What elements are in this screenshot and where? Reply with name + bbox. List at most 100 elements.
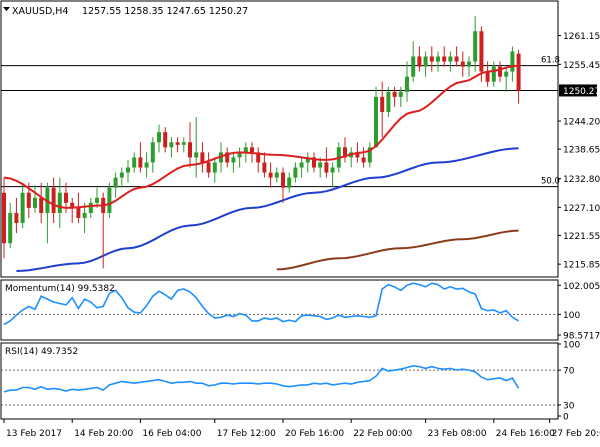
candle-body (398, 91, 403, 97)
momentum-y-tick-label: 100 (563, 311, 580, 321)
candle-body (70, 202, 75, 208)
candle-body (274, 172, 279, 178)
ohlc-label: 1257.55 1258.35 1247.65 1250.27 (82, 6, 248, 17)
candle-body (256, 152, 261, 163)
x-tick-label: 17 Feb 12:00 (217, 429, 276, 439)
x-tick-label: 27 Feb 20:00 (552, 429, 600, 439)
candle-body (448, 56, 453, 62)
candle-body (405, 76, 409, 92)
candle-body (287, 177, 292, 188)
candle-body (361, 157, 366, 163)
sma200-line (276, 229, 519, 271)
time-axis: 13 Feb 2017 14 Feb 20:00 16 Feb 04:00 17 Fe… (3, 419, 600, 439)
current-price-box (559, 84, 597, 97)
candle-body (107, 187, 112, 213)
candle-body (88, 202, 93, 213)
candle-body (157, 132, 161, 143)
candle-body (504, 71, 509, 77)
candle-body (138, 157, 143, 168)
y-tick-label: 1244.20 (563, 118, 600, 128)
y-tick-label: 1261.15 (563, 32, 600, 42)
candle-body (237, 152, 242, 158)
rsi-line (3, 364, 520, 393)
candle-body (175, 142, 180, 145)
candle-body (163, 132, 168, 148)
candle-body (250, 147, 254, 153)
candle-body (268, 172, 273, 178)
x-tick-label: 13 Feb 2017 (6, 429, 62, 439)
candle-body (491, 66, 496, 82)
momentum-y-tick-label: 98.5717 (563, 332, 600, 342)
candle-body (516, 53, 521, 91)
rsi-layer: 100 70 30 0 (1, 341, 580, 423)
candle-body (64, 192, 68, 203)
symbol-label: XAUUSD,H4 (12, 6, 68, 17)
x-tick-label: 24 Feb 16:00 (496, 429, 555, 439)
candle-body (200, 152, 205, 163)
x-tick-label: 22 Feb 00:00 (353, 429, 412, 439)
candle-body (305, 157, 310, 163)
sma100-line (16, 147, 519, 272)
candle-body (293, 167, 298, 178)
fib-level-label: 50.0 (541, 177, 560, 187)
candle-body (423, 56, 428, 67)
candle-body (95, 197, 99, 203)
candle-body (442, 56, 447, 62)
main-price-layer: 61.8 50.0 1261.15 1255.45 1250.27 1244.20 1238… (1, 16, 600, 272)
rsi-y-tick-label: 30 (563, 401, 575, 411)
candle-body (8, 212, 13, 244)
candle-body (485, 71, 490, 82)
candle-body (460, 61, 465, 67)
candle-body (343, 147, 347, 158)
candle-body (454, 56, 459, 62)
candle-body (392, 91, 397, 97)
candle-body (411, 56, 416, 77)
candle-body (299, 162, 304, 168)
rsi-y-tick-label: 0 (563, 413, 569, 423)
candle-body (479, 31, 484, 72)
current-price-label: 1250.27 (563, 87, 600, 97)
candle-body (132, 157, 137, 168)
y-tick-label: 1255.45 (563, 61, 600, 71)
candle-body (51, 187, 56, 213)
candle-body (150, 142, 155, 163)
candle-body (2, 192, 6, 244)
rsi-label: RSI(14) 49.7352 (5, 347, 78, 357)
candle-body (14, 212, 19, 224)
candle-body (380, 96, 385, 113)
sma20-line (3, 64, 519, 209)
candle-body (312, 157, 316, 168)
candle-body (510, 51, 515, 72)
candle-body (39, 197, 44, 213)
fib-level-label: 61.8 (541, 56, 560, 66)
candle-body (144, 162, 149, 168)
candle-body (262, 162, 267, 173)
candle-body (467, 61, 471, 67)
candle-body (231, 157, 236, 163)
candle-body (33, 197, 37, 208)
candle-body (225, 152, 230, 163)
momentum-layer: 102.005 100 98.5717 (1, 282, 600, 342)
y-tick-label: 1215.85 (563, 261, 600, 271)
candle-body (181, 142, 186, 145)
rsi-y-tick-label: 70 (563, 367, 575, 377)
dropdown-triangle-icon[interactable] (3, 7, 10, 11)
main-panel-frame (0, 0, 559, 278)
candle-body (330, 167, 335, 173)
candle-body (355, 152, 360, 158)
candle-body (367, 147, 372, 163)
candle-body (57, 192, 62, 213)
candle-body (76, 207, 81, 218)
x-tick-label: 14 Feb 20:00 (74, 429, 133, 439)
candle-body (82, 212, 87, 218)
candle-body (212, 162, 217, 173)
candle-body (324, 162, 329, 173)
candle-body (429, 56, 434, 62)
rsi-y-tick-label: 100 (563, 341, 580, 351)
candle-body (318, 162, 323, 168)
momentum-y-tick-label: 102.005 (563, 282, 600, 292)
y-tick-label: 1221.55 (563, 232, 600, 242)
candle-body (126, 167, 130, 173)
x-tick-label: 23 Feb 08:00 (428, 429, 487, 439)
